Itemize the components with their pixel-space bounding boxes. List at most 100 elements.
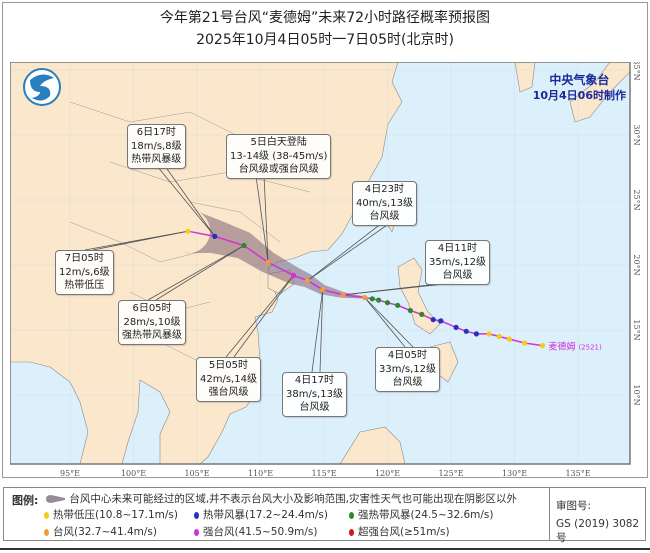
legend-cone-item: 台风中心未来可能经过的区域,并不表示台风大小及影响范围,灾害性天气也可能出现在阴…	[44, 491, 517, 506]
track-point	[539, 343, 546, 349]
lon-tick-label: 115°E	[311, 469, 336, 478]
review-label: 审图号:	[556, 500, 592, 512]
legend-item-sts: 强热带风暴(24.5~32.6m/s)	[349, 507, 494, 522]
map-title: 今年第21号台风“麦德姆”未来72小时路径概率预报图	[159, 10, 491, 26]
legend-dot-icon	[194, 511, 199, 519]
forecast-label-line: 热带风暴级	[131, 154, 182, 165]
track-point	[419, 311, 425, 317]
forecast-label-line: 4日11时	[437, 243, 478, 254]
cone-swatch-icon	[46, 495, 65, 503]
forecast-label-line: 35m/s,12级	[429, 256, 486, 268]
legend-item-text: 强热带风暴(24.5~32.6m/s)	[358, 509, 494, 521]
lat-tick-label: 25°N	[632, 189, 640, 210]
track-point	[376, 297, 382, 303]
forecast-label-box: 4日05时 33m/s,12级 台风级	[375, 347, 440, 392]
forecast-label-line: 4日17时	[294, 375, 335, 386]
track-point	[304, 278, 311, 284]
forecast-label-line: 热带低压	[64, 280, 105, 291]
typhoon-name-label: 麦德姆	[548, 341, 575, 353]
legend-item-ts: 热带风暴(17.2~24.4m/s)	[194, 507, 328, 522]
probability-cone	[183, 209, 365, 299]
forecast-label-line: 强热带风暴级	[122, 330, 182, 341]
track-point	[362, 294, 368, 301]
legend-item-text: 强台风(41.5~50.9m/s)	[203, 526, 318, 538]
lat-tick-label: 20°N	[632, 254, 640, 275]
forecast-label-line: 4日23时	[364, 184, 405, 195]
forecast-label-box: 4日23时 40m/s,13级 台风级	[352, 181, 417, 226]
review-number-panel: 审图号: GS (2019) 3082号	[549, 488, 646, 544]
forecast-label-box: 4日17时 38m/s,13级 台风级	[282, 372, 347, 417]
track-point	[473, 331, 479, 337]
agency-name: 中央气象台	[549, 73, 610, 87]
track-point	[320, 287, 326, 293]
legend-dot-icon	[44, 511, 49, 519]
forecast-label-box: 4日11时 35m/s,12级 台风级	[425, 240, 490, 285]
track-point	[384, 300, 391, 306]
forecast-label-box: 7日05时 12m/s,6级 热带低压	[55, 250, 114, 295]
track-point	[453, 324, 459, 330]
lat-tick-label: 15°N	[632, 319, 640, 340]
track-point	[407, 307, 413, 314]
legend-dot-icon	[194, 528, 199, 536]
forecast-label-line: 40m/s,13级	[356, 197, 413, 209]
forecast-label-line: 33m/s,12级	[379, 363, 436, 375]
lon-tick-label: 105°E	[184, 469, 209, 478]
track-point	[463, 328, 469, 334]
forecast-label-line: 18m/s,8级	[131, 140, 182, 152]
legend-item-text: 热带风暴(17.2~24.4m/s)	[203, 509, 328, 521]
lon-tick-label: 135°E	[565, 469, 590, 478]
track-point	[185, 228, 191, 234]
track-point	[265, 259, 271, 265]
lon-tick-label: 130°E	[502, 469, 527, 478]
map-subtitle: 2025年10月4日05时一7日05时(北京时)	[196, 32, 454, 48]
forecast-label-line: 强台风级	[208, 387, 249, 398]
forecast-label-line: 台风级	[299, 402, 330, 413]
track-point	[369, 296, 375, 302]
typhoon-id-label: (2521)	[578, 344, 602, 352]
legend-item-sty: 强台风(41.5~50.9m/s)	[194, 524, 318, 539]
legend: 图例: 台风中心未来可能经过的区域,并不表示台风大小及影响范围,灾害性天气也可能…	[3, 487, 646, 544]
legend-dot-icon	[349, 528, 354, 536]
forecast-label-box: 5日白天登陆 13-14级 (38-45m/s) 台风级或强台风级	[226, 134, 332, 179]
forecast-label-line: 6日05时	[132, 303, 172, 314]
forecast-label-line: 7日05时	[64, 253, 104, 264]
legend-dot-icon	[44, 528, 49, 536]
lat-tick-label: 35°N	[632, 62, 640, 81]
lon-tick-label: 100°E	[121, 469, 146, 478]
lat-tick-label: 10°N	[632, 384, 640, 405]
legend-item-text: 超强台风(≥51m/s)	[358, 526, 450, 538]
cma-logo	[23, 68, 61, 106]
track-point	[340, 292, 346, 298]
forecast-label-line: 6日17时	[136, 127, 176, 138]
review-number: GS (2019) 3082号	[556, 518, 640, 544]
forecast-label-line: 13-14级 (38-45m/s)	[230, 150, 328, 162]
track-point	[430, 317, 436, 323]
border-line	[109, 161, 311, 193]
track-point	[395, 302, 401, 308]
forecast-label-line: 28m/s,10级	[123, 316, 181, 328]
track-point	[522, 340, 528, 346]
legend-item-text: 台风(32.7~41.4m/s)	[53, 526, 157, 538]
forecast-label-line: 38m/s,13级	[286, 388, 343, 400]
legend-label: 图例:	[12, 494, 39, 507]
forecast-label-line: 12m/s,6级	[59, 266, 110, 278]
lat-tick-label: 30°N	[632, 124, 640, 145]
legend-item-text: 热带低压(10.8~17.1m/s)	[53, 509, 178, 521]
track-point	[290, 272, 297, 278]
track-point	[486, 331, 492, 337]
lon-tick-label: 110°E	[248, 469, 273, 478]
track-point	[241, 242, 247, 249]
legend-item-ty: 台风(32.7~41.4m/s)	[44, 524, 157, 539]
issue-time: 10月4日06时制作	[532, 89, 626, 102]
track-point	[212, 233, 218, 239]
track-point	[506, 336, 513, 342]
figure-frame	[2, 2, 648, 478]
forecast-label-line: 4日05时	[387, 350, 428, 361]
forecast-label-line: 5日白天登陆	[250, 137, 307, 148]
forecast-label-box: 6日17时 18m/s,8级 热带风暴级	[127, 124, 186, 169]
legend-cone-text: 台风中心未来可能经过的区域,并不表示台风大小及影响范围,灾害性天气也可能出现在阴…	[69, 493, 518, 505]
track-point	[438, 318, 444, 324]
legend-item-td: 热带低压(10.8~17.1m/s)	[44, 507, 178, 522]
forecast-label-line: 台风级或强台风级	[238, 164, 319, 175]
track-point	[496, 333, 502, 340]
